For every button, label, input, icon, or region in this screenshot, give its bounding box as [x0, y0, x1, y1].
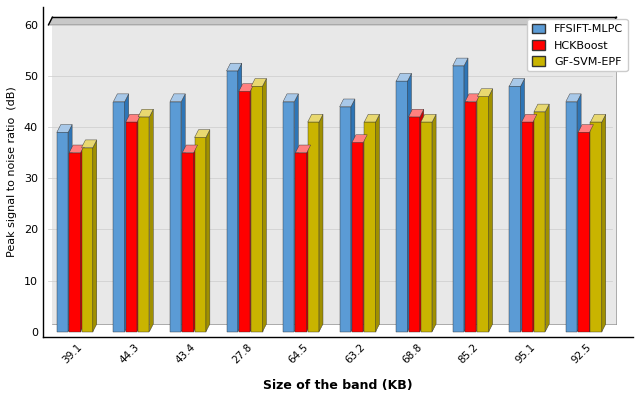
Polygon shape: [545, 104, 549, 332]
Polygon shape: [465, 94, 481, 102]
Polygon shape: [296, 153, 307, 332]
Polygon shape: [534, 104, 549, 112]
Polygon shape: [566, 94, 581, 102]
Polygon shape: [464, 58, 468, 332]
Polygon shape: [477, 89, 493, 97]
Polygon shape: [340, 107, 351, 332]
Polygon shape: [396, 81, 408, 332]
Polygon shape: [533, 115, 537, 332]
Polygon shape: [432, 115, 436, 332]
Polygon shape: [125, 94, 129, 332]
Polygon shape: [307, 145, 310, 332]
Polygon shape: [319, 115, 323, 332]
Polygon shape: [396, 73, 412, 81]
Polygon shape: [125, 115, 141, 122]
Polygon shape: [262, 79, 266, 332]
Polygon shape: [308, 115, 323, 122]
Polygon shape: [283, 94, 298, 102]
Polygon shape: [534, 112, 545, 332]
Polygon shape: [81, 140, 97, 148]
Polygon shape: [566, 102, 577, 332]
Polygon shape: [251, 86, 262, 332]
Polygon shape: [591, 122, 602, 332]
Polygon shape: [352, 142, 364, 332]
Polygon shape: [81, 148, 93, 332]
Polygon shape: [227, 71, 238, 332]
Polygon shape: [195, 137, 206, 332]
Polygon shape: [69, 145, 84, 153]
Polygon shape: [182, 145, 198, 153]
Polygon shape: [477, 97, 489, 332]
Polygon shape: [452, 66, 464, 332]
Polygon shape: [340, 99, 355, 107]
Y-axis label: Peak signal to noise ratio  (dB): Peak signal to noise ratio (dB): [7, 87, 17, 257]
Polygon shape: [238, 63, 242, 332]
Polygon shape: [49, 17, 616, 25]
Polygon shape: [376, 115, 380, 332]
Polygon shape: [81, 145, 84, 332]
Polygon shape: [57, 132, 68, 332]
Polygon shape: [125, 122, 137, 332]
Polygon shape: [364, 115, 380, 122]
Polygon shape: [113, 102, 125, 332]
Polygon shape: [577, 94, 581, 332]
Polygon shape: [421, 115, 436, 122]
Polygon shape: [351, 99, 355, 332]
Polygon shape: [364, 135, 367, 332]
Polygon shape: [489, 89, 493, 332]
Polygon shape: [296, 145, 310, 153]
Polygon shape: [476, 94, 481, 332]
Polygon shape: [408, 117, 420, 332]
Polygon shape: [239, 91, 250, 332]
Polygon shape: [421, 122, 432, 332]
Polygon shape: [251, 79, 266, 86]
Polygon shape: [294, 94, 298, 332]
Polygon shape: [591, 115, 605, 122]
Polygon shape: [138, 117, 149, 332]
Polygon shape: [364, 122, 376, 332]
Polygon shape: [69, 153, 81, 332]
Polygon shape: [181, 94, 185, 332]
Polygon shape: [408, 109, 424, 117]
Polygon shape: [283, 102, 294, 332]
Polygon shape: [509, 86, 521, 332]
Polygon shape: [452, 58, 468, 66]
Polygon shape: [589, 124, 593, 332]
Polygon shape: [194, 145, 198, 332]
Polygon shape: [408, 73, 412, 332]
Legend: FFSIFT-MLPC, HCKBoost, GF-SVM-EPF: FFSIFT-MLPC, HCKBoost, GF-SVM-EPF: [527, 19, 627, 71]
Polygon shape: [250, 84, 254, 332]
Polygon shape: [149, 109, 154, 332]
Polygon shape: [522, 115, 537, 122]
Polygon shape: [113, 94, 129, 102]
Polygon shape: [465, 102, 476, 332]
Polygon shape: [420, 109, 424, 332]
Polygon shape: [578, 124, 593, 132]
Polygon shape: [352, 135, 367, 142]
Polygon shape: [578, 132, 589, 332]
Polygon shape: [602, 115, 605, 332]
Polygon shape: [182, 153, 194, 332]
Polygon shape: [138, 109, 154, 117]
Polygon shape: [52, 17, 616, 324]
Polygon shape: [206, 130, 210, 332]
Polygon shape: [522, 122, 533, 332]
Polygon shape: [57, 124, 72, 132]
Polygon shape: [308, 122, 319, 332]
Polygon shape: [137, 115, 141, 332]
Polygon shape: [239, 84, 254, 91]
Polygon shape: [93, 140, 97, 332]
X-axis label: Size of the band (KB): Size of the band (KB): [263, 379, 413, 392]
Polygon shape: [170, 102, 181, 332]
Polygon shape: [521, 79, 525, 332]
Polygon shape: [68, 124, 72, 332]
Polygon shape: [195, 130, 210, 137]
Polygon shape: [227, 63, 242, 71]
Polygon shape: [170, 94, 185, 102]
Polygon shape: [509, 79, 525, 86]
